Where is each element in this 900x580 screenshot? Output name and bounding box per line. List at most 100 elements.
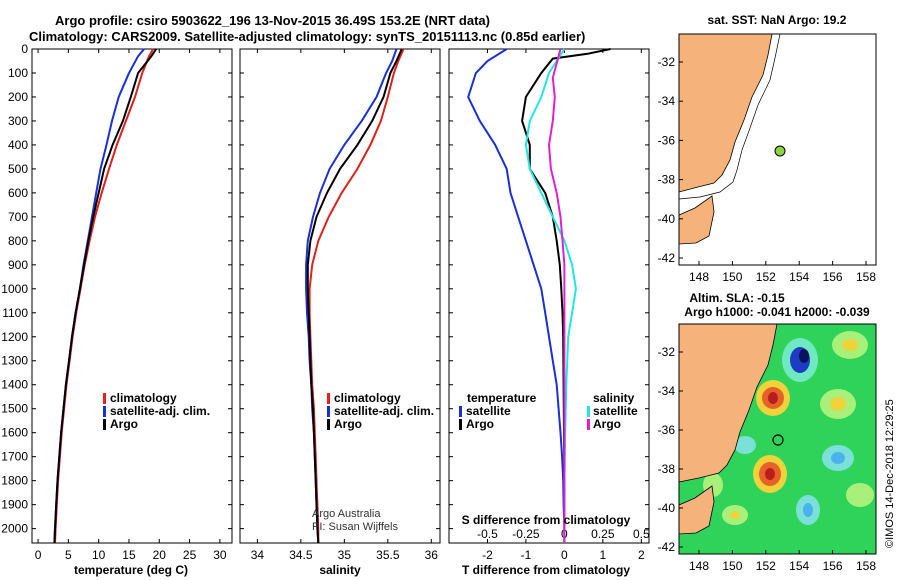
depth-tick-label: 100 — [8, 66, 28, 80]
x-tick-label: 30 — [213, 548, 227, 562]
depth-tick-label: 1400 — [1, 378, 28, 392]
map-lon-label: 154 — [789, 270, 809, 284]
salinity-xlabel: salinity — [319, 563, 361, 577]
map-lon-label: 150 — [722, 270, 742, 284]
sla-map-panel: Altim. SLA: -0.15 Argo h1000: -0.041 h20… — [658, 291, 896, 573]
map-lon-label: 156 — [823, 270, 843, 284]
map-lat-label: -32 — [658, 55, 676, 69]
legend-t-satellite-marker — [459, 406, 462, 417]
depth-tick-label: 1600 — [1, 426, 28, 440]
depth-tick-label: 300 — [8, 114, 28, 128]
x-tick-label: 34.5 — [289, 548, 313, 562]
sst-map-title: sat. SST: NaN Argo: 19.2 — [708, 13, 847, 27]
legend-s-satellite-marker — [587, 406, 590, 417]
series-line-argo — [53, 48, 158, 544]
temperature-panel: 0100200300400500600700800900100011001200… — [1, 42, 233, 577]
series-line-t-satellite — [467, 48, 566, 543]
salinity-x-axis: 34 34.5 35 35.5 36 — [240, 48, 440, 562]
legend-t-argo-label: Argo — [466, 417, 494, 431]
legend-s-satellite-label: satellite — [593, 404, 638, 418]
x-tick-label: 5 — [65, 548, 72, 562]
depth-tick-label: 1100 — [2, 306, 28, 320]
depth-tick-label: 1700 — [1, 450, 28, 464]
map-lat-label: -34 — [658, 384, 676, 398]
legend-climatology-label: climatology — [334, 391, 401, 405]
s-tick-label: 0.5 — [633, 527, 650, 541]
difference-series — [467, 48, 611, 543]
map-lat-label: -32 — [658, 345, 676, 359]
title-line-2: Climatology: CARS2009. Satellite-adjuste… — [29, 29, 586, 44]
salinity-panel: 34 34.5 35 35.5 36 salinity climatology sate… — [239, 48, 441, 577]
difference-legend: temperature satellite Argo salinity sate… — [459, 391, 638, 431]
map-lon-label: 158 — [856, 559, 876, 573]
depth-tick-label: 700 — [8, 210, 28, 224]
series-line-argo — [306, 48, 403, 544]
x-tick-label: -1 — [521, 548, 532, 562]
map-lat-label: -38 — [658, 173, 676, 187]
map-lat-label: -40 — [658, 501, 676, 515]
map-lat-label: -42 — [658, 540, 676, 554]
sst-map-land — [678, 33, 773, 193]
depth-tick-label: 1000 — [1, 282, 28, 296]
map-lon-label: 154 — [789, 559, 809, 573]
x-tick-label: 35.5 — [376, 548, 400, 562]
depth-tick-label: 2000 — [1, 522, 28, 536]
sla-map-float-marker — [772, 434, 784, 446]
map-lon-label: 158 — [856, 270, 876, 284]
x-tick-label: 0 — [35, 548, 42, 562]
temperature-legend: climatology satellite-adj. clim. Argo — [103, 391, 210, 431]
temperature-xlabel: temperature (deg C) — [74, 563, 188, 577]
depth-tick-label: 800 — [8, 234, 28, 248]
temperature-axes-box — [31, 48, 233, 544]
x-tick-label: 36 — [425, 548, 439, 562]
series-line-s-satellite — [524, 48, 577, 543]
s-tick-label: -0.25 — [512, 527, 540, 541]
series-line-s-argo — [547, 48, 566, 543]
x-tick-label: 15 — [122, 548, 136, 562]
sla-anomaly-blobs — [703, 331, 874, 525]
s-tick-label: 0.25 — [591, 527, 615, 541]
map-lat-label: -42 — [658, 251, 676, 265]
legend-satellite-marker — [103, 406, 106, 417]
sla-map-axes: 148 150 152 154 156 158 -32 -34 -36 -38 -40 -42 — [658, 345, 877, 573]
legend-argo-label: Argo — [110, 417, 138, 431]
map-lat-label: -38 — [658, 462, 676, 476]
depth-tick-label: 0 — [21, 42, 28, 56]
depth-tick-label: 1900 — [1, 498, 28, 512]
x-tick-label: -2 — [482, 548, 493, 562]
legend-satellite-label: satellite-adj. clim. — [110, 404, 210, 418]
legend-argo-marker — [327, 419, 330, 430]
sst-map-float-marker — [774, 145, 786, 157]
legend-argo-marker — [103, 419, 106, 430]
legend-s-argo-label: Argo — [593, 417, 621, 431]
x-tick-label: 35 — [338, 548, 352, 562]
sla-map-land — [678, 323, 778, 483]
map-lat-label: -36 — [658, 423, 676, 437]
depth-tick-label: 400 — [8, 138, 28, 152]
s-tick-label: -0.5 — [477, 527, 498, 541]
legend-salinity-title: salinity — [593, 391, 635, 405]
salinity-legend: climatology satellite-adj. clim. Argo — [327, 391, 434, 431]
difference-axes-box — [448, 48, 650, 544]
map-lat-label: -34 — [658, 94, 676, 108]
x-tick-label: 1 — [600, 548, 607, 562]
depth-tick-label: 1300 — [1, 354, 28, 368]
depth-tick-label: 1800 — [1, 474, 28, 488]
x-tick-label: 0 — [561, 548, 568, 562]
legend-satellite-label: satellite-adj. clim. — [334, 404, 434, 418]
legend-argo-label: Argo — [334, 417, 362, 431]
sla-map-frame — [678, 323, 877, 555]
sst-map-contour — [678, 33, 781, 200]
depth-tick-label: 1200 — [1, 330, 28, 344]
depth-tick-label: 900 — [8, 258, 28, 272]
salinity-series — [305, 48, 405, 544]
map-lon-label: 152 — [756, 559, 776, 573]
depth-tick-label: 600 — [8, 186, 28, 200]
temperature-x-axis: 0 5 10 15 20 25 30 — [32, 48, 232, 562]
title-line-1: Argo profile: csiro 5903622_196 13-Nov-2… — [55, 13, 490, 28]
map-lon-label: 148 — [689, 559, 709, 573]
depth-tick-label: 1500 — [1, 402, 28, 416]
map-lon-label: 152 — [756, 270, 776, 284]
depth-tick-label: 200 — [8, 90, 28, 104]
